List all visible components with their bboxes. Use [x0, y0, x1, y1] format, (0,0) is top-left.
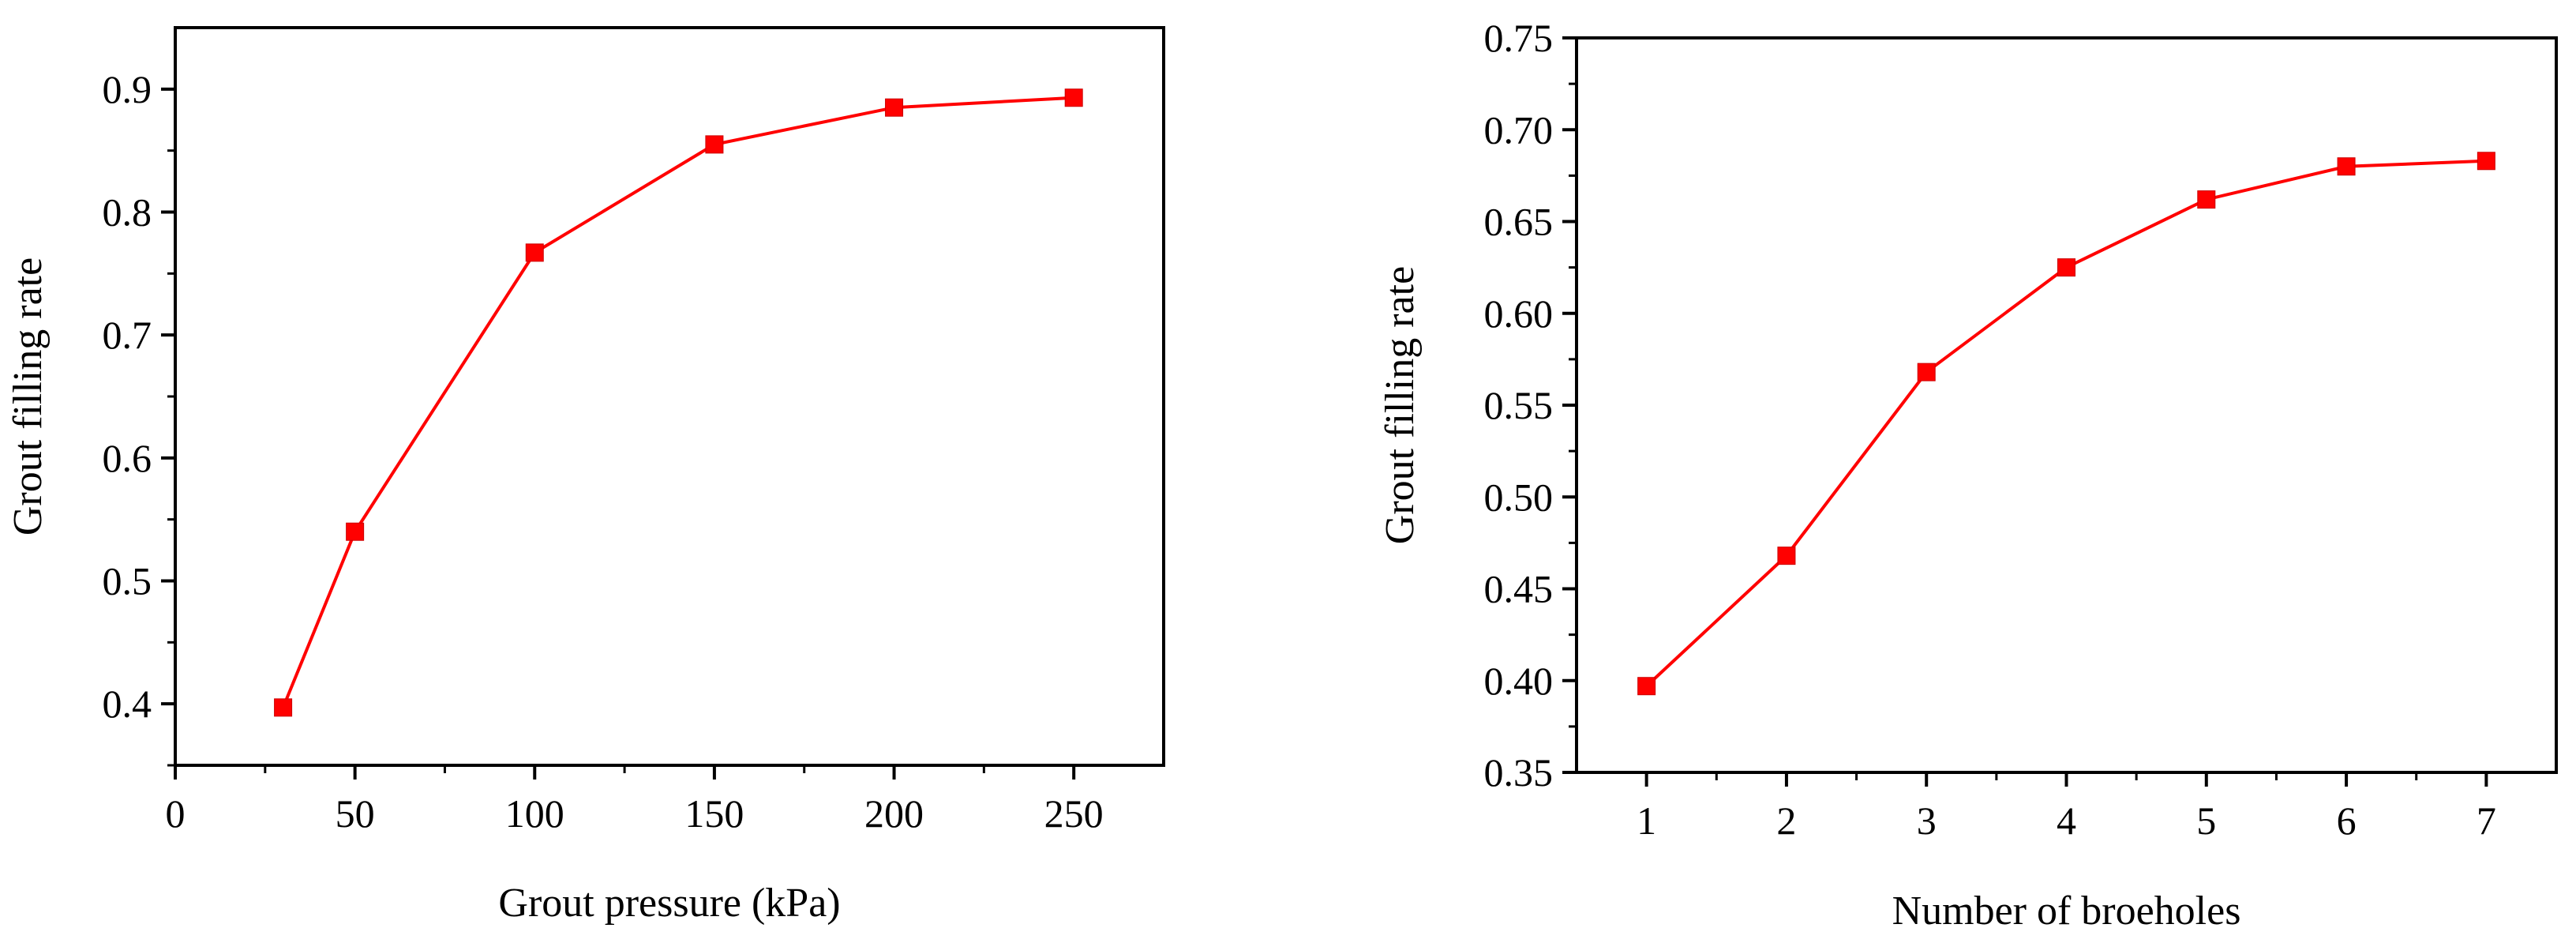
data-point: [2057, 258, 2075, 277]
data-point: [885, 98, 904, 117]
x-tick-label: 2: [1776, 798, 1796, 843]
chart-number-of-boreholes: 1 2 3 4 5 6 7 0.35 0.40 0.45 0.50 0.55 0.60 0.65 0.70 0…: [1378, 16, 2558, 934]
data-point: [2197, 190, 2216, 209]
x-tick-label: 1: [1637, 798, 1656, 843]
y-tick-label: 0.50: [1484, 475, 1554, 519]
chart-grout-pressure: 0 50 100 150 200 250 0.4 0.5 0.6 0.7 0.8 0.9 Grout p…: [6, 26, 1165, 926]
x-tick-label: 100: [505, 791, 564, 836]
data-point: [1777, 547, 1796, 565]
y-tick-label: 0.9: [103, 67, 152, 111]
y-tick-label: 0.7: [103, 313, 152, 357]
data-point: [346, 522, 365, 541]
x-tick-label: 5: [2196, 798, 2216, 843]
x-tick-label: 0: [166, 791, 186, 836]
x-tick-label: 4: [2057, 798, 2076, 843]
y-tick-label: 0.55: [1484, 383, 1554, 427]
x-tick-label: 6: [2337, 798, 2357, 843]
x-tick-label: 150: [684, 791, 744, 836]
y-tick-label: 0.70: [1484, 107, 1554, 152]
x-tick-label: 50: [336, 791, 375, 836]
x-axis-title: Number of broeholes: [1892, 889, 2241, 934]
data-point: [525, 243, 544, 262]
x-axis-title: Grout pressure (kPa): [498, 881, 840, 926]
data-point: [1637, 677, 1656, 696]
y-tick-label: 0.65: [1484, 200, 1554, 244]
y-tick-label: 0.6: [103, 436, 152, 480]
data-point: [274, 698, 293, 717]
y-tick-label: 0.40: [1484, 659, 1554, 703]
y-tick-label: 0.45: [1484, 567, 1554, 611]
y-tick-label: 0.5: [103, 559, 152, 603]
data-point: [1064, 88, 1083, 107]
plot-frame: [1575, 36, 2558, 774]
x-tick-label: 250: [1044, 791, 1104, 836]
y-tick-label: 0.4: [103, 682, 152, 726]
x-tick-label: 7: [2477, 798, 2496, 843]
data-point: [1917, 363, 1936, 381]
data-point: [705, 135, 724, 154]
plot-frame: [174, 26, 1165, 767]
y-axis-title: Grout filling rate: [1378, 266, 1423, 544]
y-tick-label: 0.60: [1484, 291, 1554, 336]
series-line: [281, 96, 1074, 708]
data-point: [2477, 152, 2495, 171]
x-tick-label: 3: [1917, 798, 1937, 843]
data-point: [2337, 157, 2356, 176]
x-tick-label: 200: [864, 791, 924, 836]
y-tick-label: 0.75: [1484, 16, 1554, 60]
series-line: [1645, 159, 2487, 688]
y-tick-label: 0.35: [1484, 750, 1554, 795]
y-axis-title: Grout filling rate: [6, 257, 51, 535]
y-tick-label: 0.8: [103, 190, 152, 235]
